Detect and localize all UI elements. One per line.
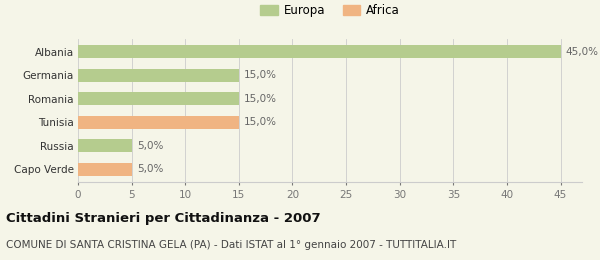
Text: 5,0%: 5,0% [137,164,163,174]
Text: 15,0%: 15,0% [244,94,277,104]
Text: 5,0%: 5,0% [137,141,163,151]
Bar [78,116,239,129]
Text: 45,0%: 45,0% [566,47,599,57]
Text: 15,0%: 15,0% [244,70,277,80]
Bar [78,69,239,82]
Bar [78,92,239,105]
Bar [78,139,131,152]
Legend: Europa, Africa: Europa, Africa [255,0,405,22]
Bar [78,162,131,176]
Bar [78,46,560,58]
Text: COMUNE DI SANTA CRISTINA GELA (PA) - Dati ISTAT al 1° gennaio 2007 - TUTTITALIA.: COMUNE DI SANTA CRISTINA GELA (PA) - Dat… [6,240,456,250]
Text: Cittadini Stranieri per Cittadinanza - 2007: Cittadini Stranieri per Cittadinanza - 2… [6,212,320,225]
Text: 15,0%: 15,0% [244,117,277,127]
